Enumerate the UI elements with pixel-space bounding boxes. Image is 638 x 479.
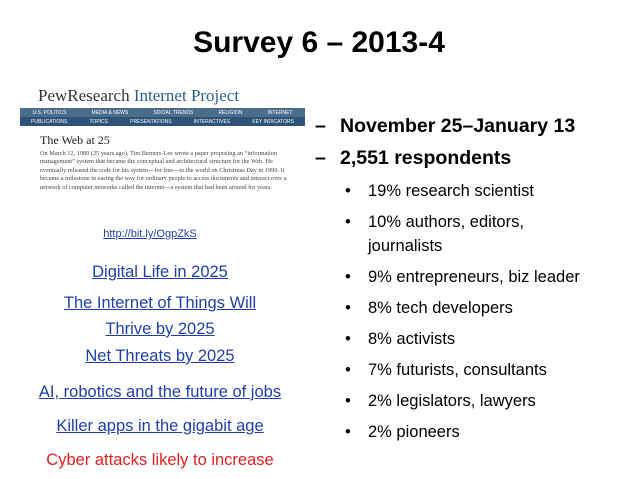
dash-marker: – (315, 147, 326, 169)
link-line[interactable]: AI, robotics and the future of jobs (38, 383, 282, 401)
subnav-item[interactable]: PRESENTATIONS (130, 118, 172, 125)
bullet-item: • 8% tech developers (345, 296, 513, 320)
logo: PewResearch Internet Project (38, 86, 239, 106)
link[interactable]: Cyber attacks likely to increase (10, 447, 310, 473)
bullet-text: 8% tech developers (368, 299, 513, 317)
bullet-item: • 7% futurists, consultants (345, 358, 547, 382)
bullet-marker: • (345, 268, 351, 286)
article-heading: The Web at 25 (40, 133, 110, 147)
bullet-marker: • (345, 299, 351, 317)
bullet-text: 9% entrepreneurs, biz leader (368, 268, 580, 286)
bullet-item: • 10% authors, editors, journalists (345, 210, 524, 258)
bullet-item: • 9% entrepreneurs, biz leader (345, 265, 580, 289)
screenshot: PewResearch Internet Project U.S. POLITI… (20, 84, 305, 230)
bullet-marker: • (345, 423, 351, 441)
link-line[interactable]: Net Threats by 2025 (85, 347, 235, 365)
link-line[interactable]: The Internet of Things Will (63, 294, 257, 312)
logo-main: PewResearch (38, 86, 130, 105)
link[interactable]: Killer apps in the gigabit age (10, 413, 310, 439)
subnav-item[interactable]: PUBLICATIONS (31, 118, 68, 125)
link-line[interactable]: Killer apps in the gigabit age (56, 417, 264, 435)
bullet-text: 2% legislators, lawyers (368, 392, 536, 410)
bullet-item: • 19% research scientist (345, 179, 534, 203)
bullet-marker: • (345, 213, 351, 231)
bullet-marker: • (345, 392, 351, 410)
bullet-marker: • (345, 182, 351, 200)
dash-marker: – (315, 115, 326, 137)
subnav-item[interactable]: KEY INDICATORS (252, 118, 294, 125)
bullet-item: • 2% legislators, lawyers (345, 389, 536, 413)
bullet-text: 8% activists (368, 330, 456, 348)
nav-item[interactable]: INTERNET (267, 109, 293, 116)
bullet-text: 2% pioneers (368, 423, 460, 441)
dash-item: – November 25–January 13 (315, 115, 575, 138)
dash-item: –2,551 respondents (315, 147, 511, 170)
subnav-item[interactable]: TOPICS (89, 118, 108, 125)
article-text: On March 12, 1989 (25 years ago), Tim Be… (40, 150, 287, 191)
nav-item[interactable]: RELIGION (218, 109, 243, 116)
link[interactable]: Digital Life in 2025 (10, 259, 310, 285)
bullet-text: 10% authors, editors, (368, 213, 524, 231)
bullet-text: journalists (368, 237, 443, 255)
short-url[interactable]: http://bit.ly/OgpZkS (103, 228, 197, 240)
bullet-text: 19% research scientist (368, 182, 534, 200)
bullet-text: 7% futurists, consultants (368, 361, 547, 379)
slide-title: Survey 6 – 2013-4 (193, 26, 445, 59)
link-line[interactable]: Digital Life in 2025 (92, 263, 228, 281)
link[interactable]: AI, robotics and the future of jobs (10, 379, 310, 405)
link-line[interactable]: Thrive by 2025 (105, 320, 215, 338)
bullet-item: • 8% activists (345, 327, 455, 351)
subnav-item[interactable]: INTERACTIVES (193, 118, 231, 125)
nav-item[interactable]: U.S. POLITICS (32, 109, 67, 116)
link[interactable]: The Internet of Things Will Thrive by 202… (10, 290, 310, 342)
nav-item[interactable]: MEDIA & NEWS (91, 109, 129, 116)
dash-text: 2,551 respondents (340, 147, 512, 169)
link[interactable]: Net Threats by 2025 (10, 343, 310, 369)
dash-text: November 25–January 13 (340, 115, 576, 137)
link-line[interactable]: Cyber attacks likely to increase (46, 451, 274, 469)
bullet-item: • 2% pioneers (345, 420, 460, 444)
bullet-marker: • (345, 361, 351, 379)
nav-bar: U.S. POLITICS MEDIA & NEWS SOCIAL TRENDS RE… (20, 108, 305, 117)
subnav-bar: PUBLICATIONS TOPICS PRESENTATIONS INTERACTI… (20, 117, 305, 126)
bullet-marker: • (345, 330, 351, 348)
nav-item[interactable]: SOCIAL TRENDS (153, 109, 194, 116)
logo-sub: Internet Project (133, 86, 240, 105)
